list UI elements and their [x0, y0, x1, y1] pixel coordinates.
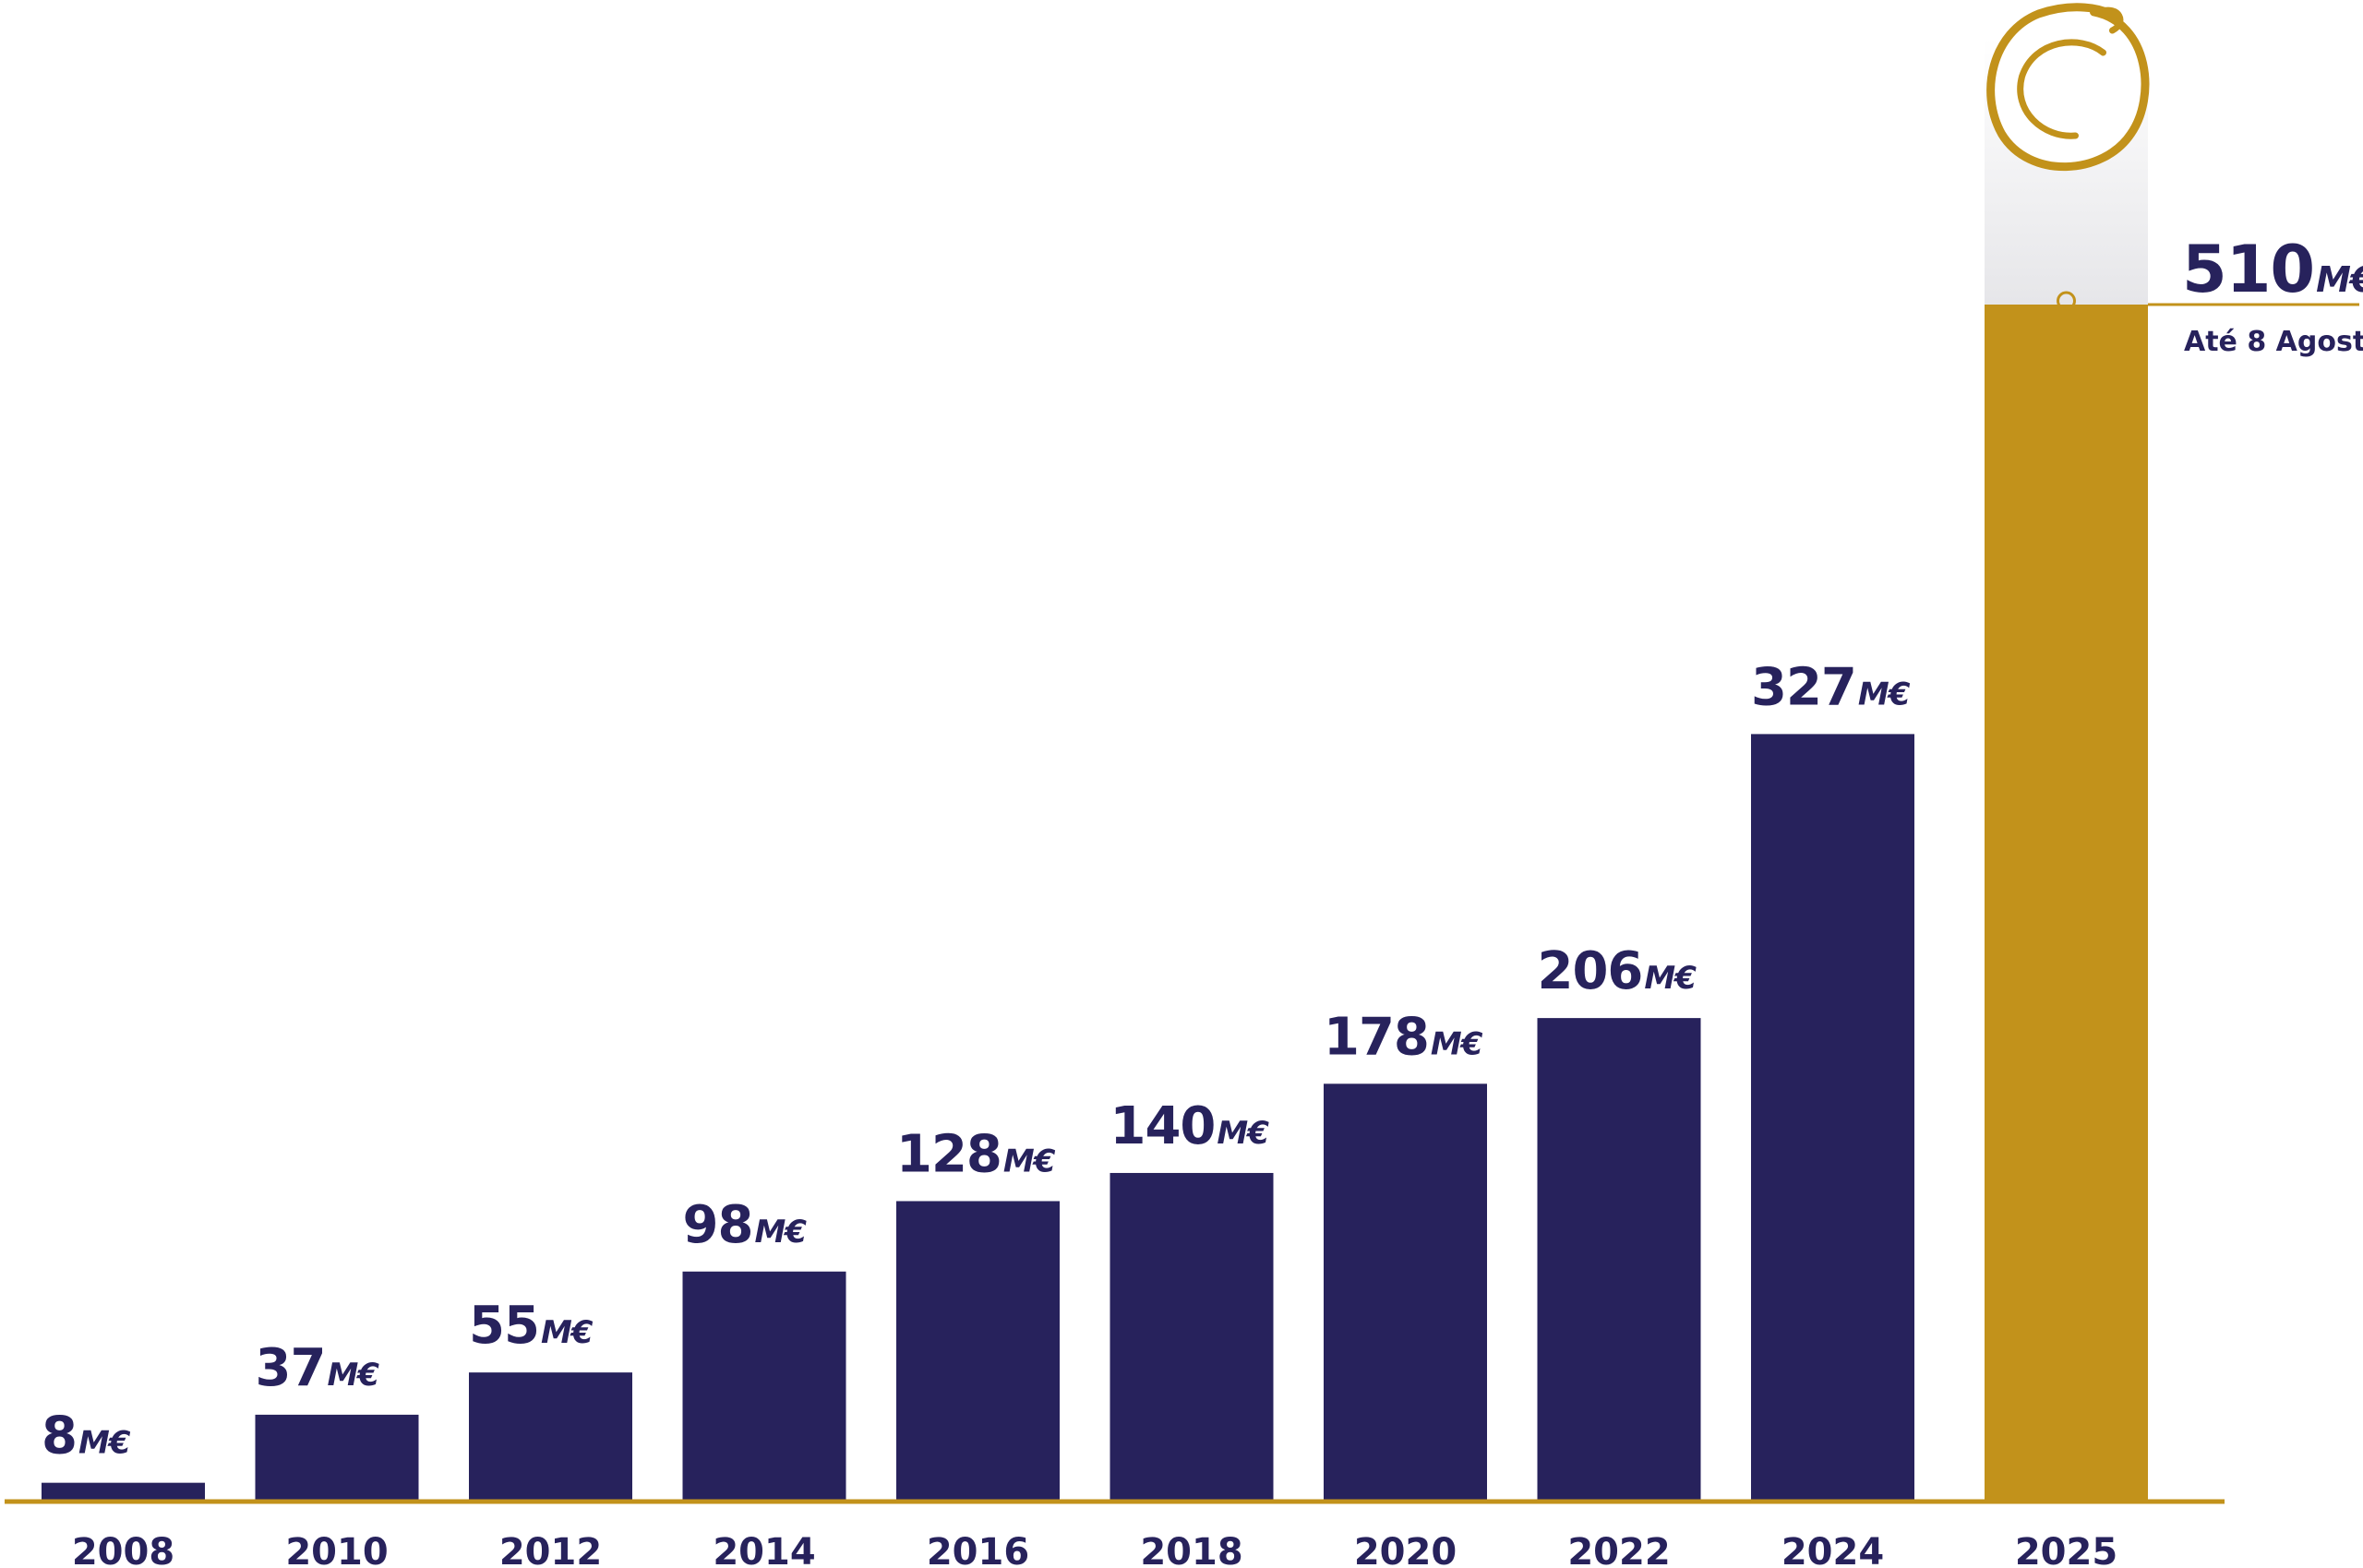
data-labels: 8M€ 37M€ 55M€ 98M€ 128M€ 140M€ 178M€ 206M€ 327M€…	[42, 232, 2363, 1466]
data-label-2008: 8M€	[42, 1406, 131, 1466]
data-label-2014: 98M€	[683, 1195, 808, 1255]
bar-2010	[255, 1414, 419, 1502]
x-tick-label-2012: 2012	[499, 1531, 602, 1568]
bar-2008	[42, 1482, 205, 1502]
data-label-2022: 206M€	[1538, 941, 1697, 1001]
bar-2020	[1324, 1083, 1487, 1502]
swirl-logo-icon	[1986, 3, 2150, 172]
bar-2012	[469, 1372, 632, 1502]
data-label-2010: 37M€	[256, 1338, 380, 1398]
bar-2018	[1110, 1172, 1274, 1502]
data-label-2012: 55M€	[469, 1296, 594, 1356]
highlight-note: Até 8 Agosto	[2184, 326, 2363, 358]
x-tick-label-2018: 2018	[1140, 1531, 1242, 1568]
x-tick-label-2024: 2024	[1781, 1531, 1884, 1568]
bar-2016	[896, 1201, 1060, 1502]
highlight-marker	[2057, 291, 2076, 311]
data-label-2018: 140M€	[1110, 1096, 1270, 1156]
bar-2014	[682, 1271, 846, 1502]
data-label-2016: 128M€	[896, 1124, 1056, 1184]
data-label-2025: 510M€	[2182, 232, 2363, 307]
bars	[42, 37, 2148, 1502]
x-tick-label-2016: 2016	[927, 1531, 1029, 1568]
x-tick-label-2022: 2022	[1567, 1531, 1670, 1568]
data-label-2020: 178M€	[1324, 1007, 1483, 1067]
bar-2022	[1537, 1018, 1701, 1502]
x-tick-label-2014: 2014	[713, 1531, 815, 1568]
x-axis-labels: 2008 2010 2012 2014 2016 2018 2020 2022 2024 2025	[72, 1531, 2117, 1568]
data-label-2024: 327M€	[1751, 657, 1911, 717]
x-tick-label-2008: 2008	[72, 1531, 174, 1568]
x-tick-label-2025: 2025	[2015, 1531, 2117, 1568]
x-tick-label-2010: 2010	[285, 1531, 388, 1568]
bar-2024	[1751, 734, 1914, 1502]
bar-2025	[1985, 305, 2148, 1502]
x-tick-label-2020: 2020	[1354, 1531, 1457, 1568]
